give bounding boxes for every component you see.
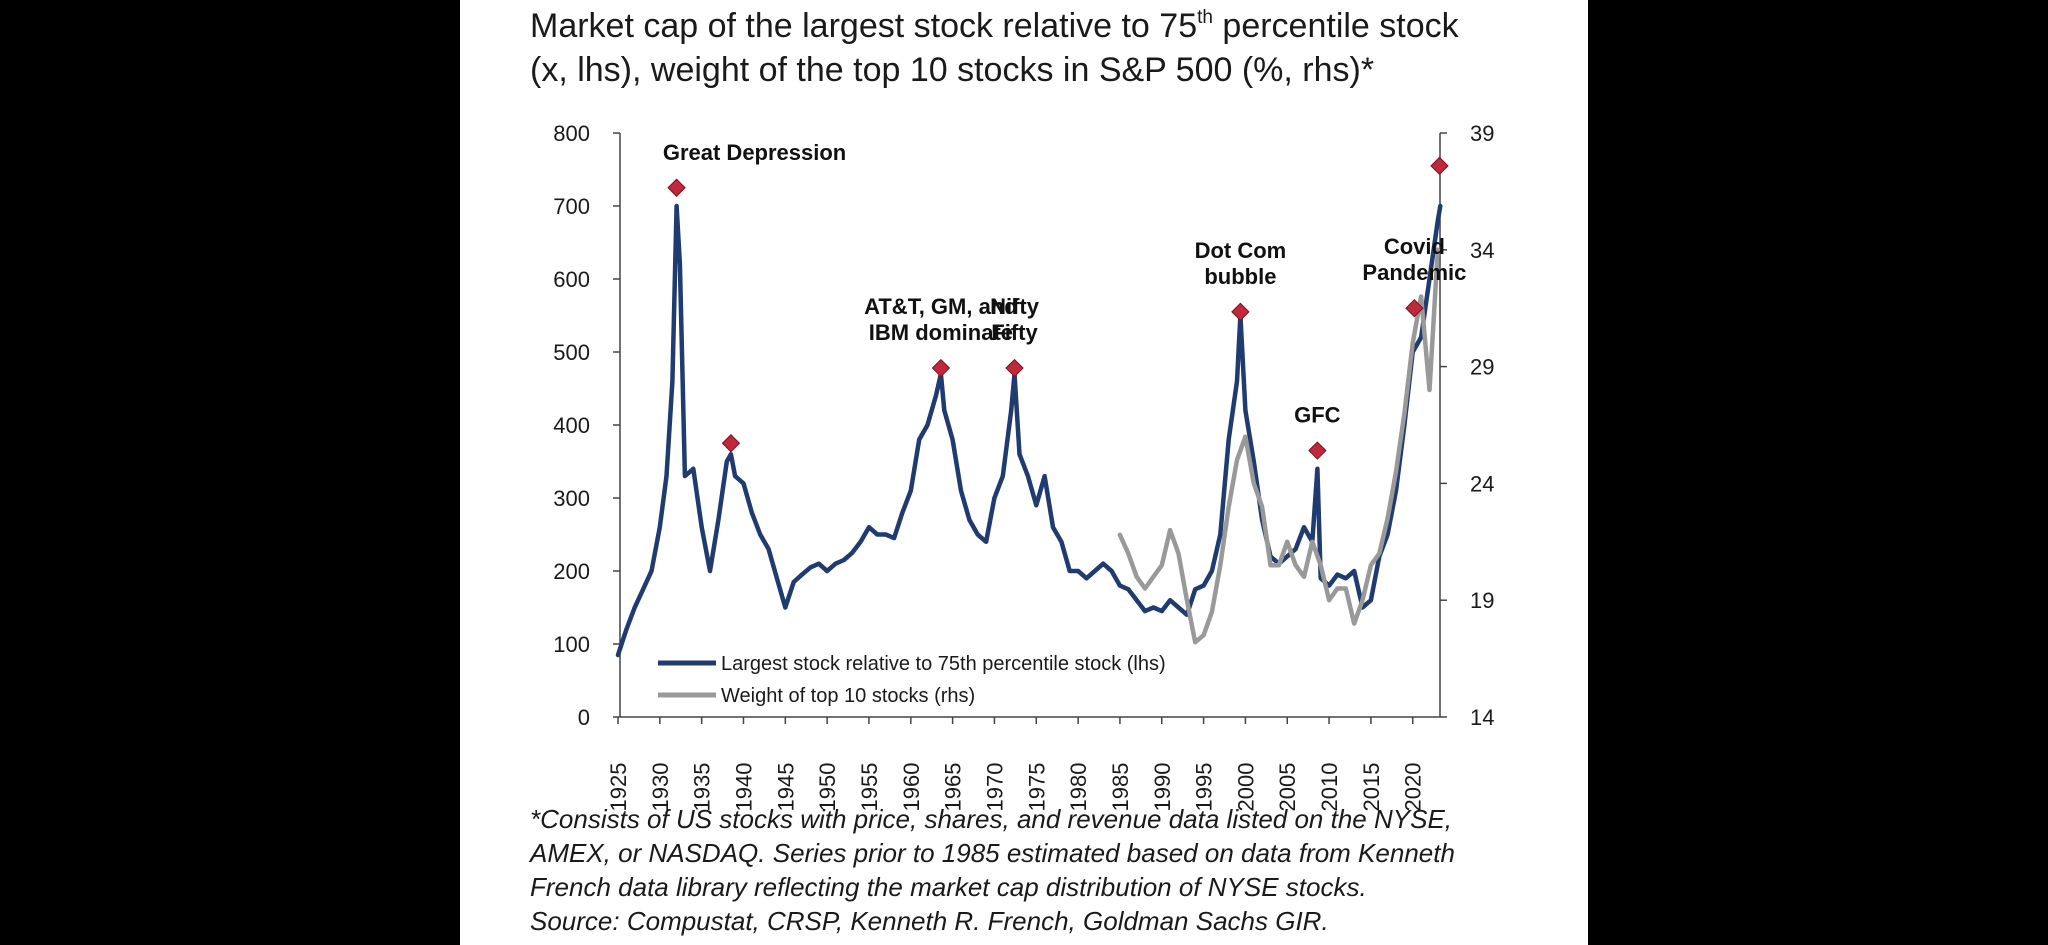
footnote-line: Source: Compustat, CRSP, Kenneth R. Fren… xyxy=(530,906,1329,936)
x-tick-label: 1970 xyxy=(982,763,1007,812)
y-right-tick-label: 29 xyxy=(1470,355,1494,380)
y-right-tick-label: 24 xyxy=(1470,471,1494,496)
chart-title: Market cap of the largest stock relative… xyxy=(530,4,1570,92)
footnote-line: *Consists of US stocks with price, share… xyxy=(530,804,1453,834)
annotation-label: Covid xyxy=(1384,234,1445,259)
x-tick-label: 1965 xyxy=(941,763,966,812)
x-tick-label: 1925 xyxy=(606,763,631,812)
annotation-label: Nifty xyxy=(990,294,1040,319)
x-tick-label: 1930 xyxy=(648,763,673,812)
series-largest-stock-line xyxy=(615,203,1443,658)
peak-marker xyxy=(1005,358,1024,378)
annotation-label: Great Depression xyxy=(663,140,846,165)
x-tick-label: 1940 xyxy=(731,763,756,812)
x-tick-label: 2020 xyxy=(1401,763,1426,812)
chart-title-text: Market cap of the largest stock relative… xyxy=(530,7,1198,45)
chart-title-line-1: Market cap of the largest stock relative… xyxy=(530,4,1570,48)
y-right-tick-label: 39 xyxy=(1470,121,1494,146)
chart-title-text-end: percentile stock xyxy=(1212,7,1459,45)
annotation-label: Fifty xyxy=(991,320,1038,345)
annotation-label: bubble xyxy=(1204,264,1276,289)
y-left-tick-label: 400 xyxy=(553,413,590,438)
legend: Largest stock relative to 75th percentil… xyxy=(658,653,1166,707)
x-tick-label: 1995 xyxy=(1192,763,1217,812)
legend-label-largest-stock: Largest stock relative to 75th percentil… xyxy=(721,653,1166,675)
annotation-label: AT&T, GM, and xyxy=(864,294,1018,319)
y-left-tick-label: 0 xyxy=(578,705,590,730)
x-tick-label: 1990 xyxy=(1150,763,1175,812)
chart-title-line-2: (x, lhs), weight of the top 10 stocks in… xyxy=(530,51,1375,89)
peak-marker xyxy=(1405,298,1424,318)
x-tick-label: 1935 xyxy=(690,763,715,812)
legend-label-top10-weight: Weight of top 10 stocks (rhs) xyxy=(721,685,975,707)
y-left-tick-label: 600 xyxy=(553,267,590,292)
annotation-label: IBM dominate xyxy=(869,320,1013,345)
x-tick-label: 1950 xyxy=(815,763,840,812)
x-tick-label: 1980 xyxy=(1066,763,1091,812)
axes: 0 100 200 300 400 500 600 700 800 14 19 24 29 34 39 192… xyxy=(553,121,1494,811)
annotation-label: Pandemic xyxy=(1362,260,1466,285)
y-right-tick-label: 34 xyxy=(1470,238,1494,263)
peak-marker xyxy=(1308,441,1327,460)
footnote-line: AMEX, or NASDAQ. Series prior to 1985 es… xyxy=(530,838,1455,868)
series-top10-weight-line xyxy=(1117,247,1441,645)
footnote: *Consists of US stocks with price, share… xyxy=(530,802,1570,938)
y-left-tick-label: 700 xyxy=(553,194,590,219)
x-tick-label: 1945 xyxy=(773,763,798,812)
x-tick-label: 1955 xyxy=(857,763,882,812)
annotation-label: Dot Com xyxy=(1195,238,1287,263)
y-left-tick-label: 100 xyxy=(553,632,590,657)
peak-marker xyxy=(931,358,951,378)
y-left-tick-label: 200 xyxy=(553,559,590,584)
x-tick-label: 2000 xyxy=(1233,763,1258,812)
y-right-tick-label: 14 xyxy=(1470,705,1494,730)
y-left-tick-label: 800 xyxy=(553,121,590,146)
footnote-line: French data library reflecting the marke… xyxy=(530,872,1367,902)
peak-marker xyxy=(667,178,686,197)
x-tick-label: 2015 xyxy=(1359,763,1384,812)
annotation-label: GFC xyxy=(1294,403,1341,428)
x-tick-label: 1975 xyxy=(1024,763,1049,812)
peak-marker xyxy=(721,434,741,453)
x-tick-label: 1985 xyxy=(1108,763,1133,812)
series-layer xyxy=(615,203,1443,658)
y-left-tick-label: 500 xyxy=(553,340,590,365)
y-right-tick-label: 19 xyxy=(1470,588,1494,613)
peak-marker xyxy=(1430,156,1449,176)
x-tick-label: 1960 xyxy=(899,763,924,812)
peak-marker xyxy=(1231,302,1250,322)
y-left-tick-label: 300 xyxy=(553,486,590,511)
x-tick-label: 2005 xyxy=(1275,763,1300,812)
x-tick-label: 2010 xyxy=(1317,763,1342,812)
chart-title-superscript: th xyxy=(1197,7,1213,28)
